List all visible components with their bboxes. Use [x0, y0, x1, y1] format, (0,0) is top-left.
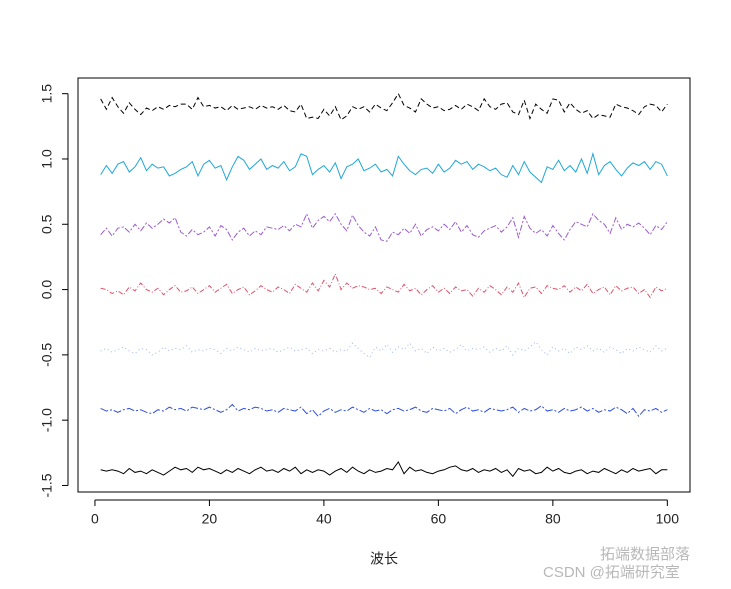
series-line [100, 460, 668, 478]
y-tick-label: -0.5 [39, 343, 55, 367]
y-tick-label: -1.5 [39, 473, 55, 497]
x-tick-label: 20 [202, 511, 218, 527]
series-line [100, 272, 668, 299]
x-tick-label: 100 [656, 511, 680, 527]
series-line [100, 403, 668, 418]
y-tick-label: 1.0 [39, 149, 55, 169]
x-axis-label: 波长 [370, 551, 398, 567]
series-line [100, 151, 668, 184]
watermark: 拓端数据部落 [600, 546, 690, 563]
plot-box [77, 77, 691, 493]
y-tick-label: 1.5 [39, 84, 55, 104]
x-tick-label: 80 [545, 511, 561, 527]
y-tick-label: 0.5 [39, 214, 55, 234]
y-tick-label: -1.0 [39, 408, 55, 432]
x-tick-label: 0 [91, 511, 99, 527]
x-tick-label: 40 [316, 511, 332, 527]
x-tick-label: 60 [431, 511, 447, 527]
watermark: CSDN @拓端研究室 [543, 564, 680, 581]
y-tick-label: 0.0 [39, 280, 55, 300]
series-line [100, 92, 668, 121]
series-line [100, 341, 668, 359]
series-line [100, 212, 668, 242]
